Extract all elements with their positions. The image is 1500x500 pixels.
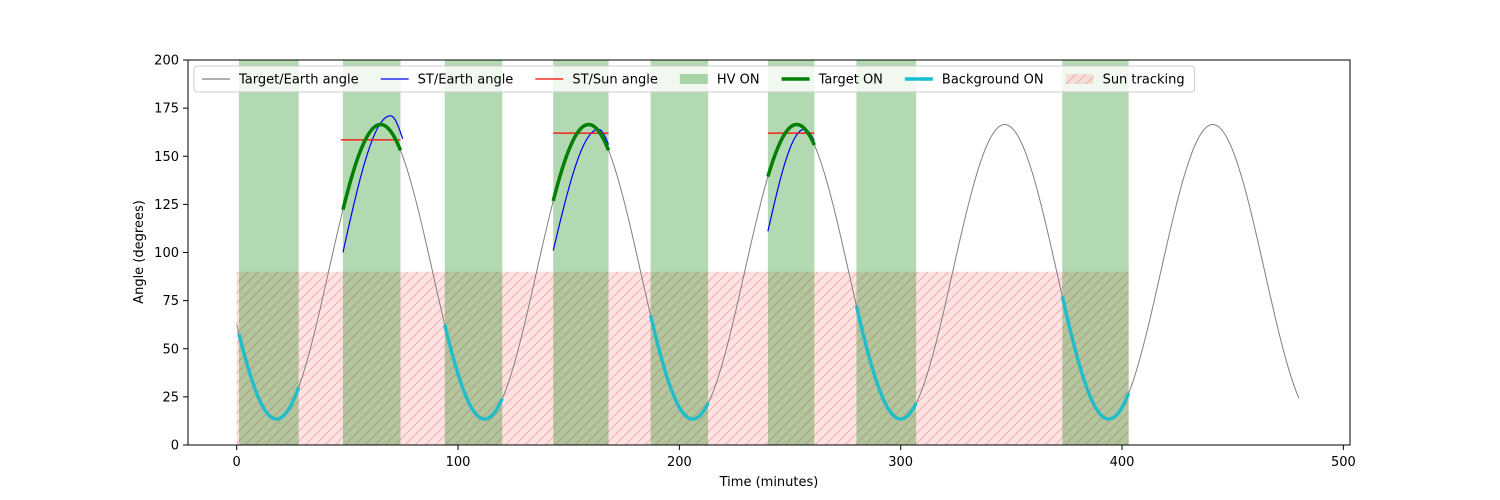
x-axis: 0 100 200 300 400 500 bbox=[233, 445, 1356, 470]
legend-item-sun_tracking: Sun tracking bbox=[1065, 73, 1185, 88]
y-tick-label-50: 50 bbox=[162, 342, 179, 357]
legend-box bbox=[193, 65, 1196, 93]
hv-on-span-2 bbox=[444, 60, 503, 445]
legend: Target/Earth angle ST/Earth angle ST/Sun a… bbox=[193, 65, 1196, 93]
y-tick-label-0: 0 bbox=[171, 439, 179, 454]
y-tick-label-175: 175 bbox=[154, 102, 179, 117]
x-tick-label-300: 300 bbox=[888, 455, 913, 470]
hv-on-span-3 bbox=[553, 60, 609, 445]
background-on-segment-2 bbox=[648, 314, 710, 421]
y-tick-label-150: 150 bbox=[154, 150, 179, 165]
legend-label-background_on: Background ON bbox=[942, 73, 1044, 88]
legend-label-st_earth: ST/Earth angle bbox=[418, 73, 514, 88]
legend-label-sun_tracking: Sun tracking bbox=[1103, 73, 1185, 88]
hv-on-span-5 bbox=[767, 60, 815, 445]
st-earth-angle-segment-0 bbox=[342, 115, 404, 253]
target-on-segment-2 bbox=[766, 122, 816, 178]
legend-label-hv_on: HV ON bbox=[717, 73, 760, 88]
x-tick-label-200: 200 bbox=[667, 455, 692, 470]
x-axis-label: Time (minutes) bbox=[719, 475, 819, 490]
legend-item-st_earth: ST/Earth angle bbox=[380, 73, 514, 88]
y-tick-label-100: 100 bbox=[154, 246, 179, 261]
y-axis-label: Angle (degrees) bbox=[132, 200, 147, 304]
background-on-segment-4 bbox=[1060, 295, 1131, 421]
hv-on-span-0 bbox=[238, 60, 299, 445]
legend-swatch-hatch-sun_tracking bbox=[1065, 74, 1094, 84]
hv-on-span-7 bbox=[1062, 60, 1129, 445]
legend-item-target_earth: Target/Earth angle bbox=[202, 73, 359, 88]
legend-label-st_sun: ST/Sun angle bbox=[572, 73, 658, 88]
legend-item-background_on: Background ON bbox=[904, 73, 1044, 88]
target-on-segment-1 bbox=[551, 122, 611, 202]
hv-on-span-6 bbox=[856, 60, 917, 445]
hv-on-span-4 bbox=[650, 60, 709, 445]
background-on-segment-3 bbox=[854, 305, 918, 421]
plot-area bbox=[236, 60, 1300, 445]
y-tick-label-200: 200 bbox=[154, 54, 179, 69]
legend-item-hv_on: HV ON bbox=[679, 73, 760, 88]
legend-label-target_earth: Target/Earth angle bbox=[238, 73, 359, 88]
legend-label-target_on: Target ON bbox=[818, 73, 883, 88]
target-on-segment-0 bbox=[341, 122, 403, 211]
legend-item-target_on: Target ON bbox=[781, 73, 883, 88]
x-tick-label-400: 400 bbox=[1110, 455, 1135, 470]
y-tick-label-125: 125 bbox=[154, 198, 179, 213]
sun-tracking-hatch-0 bbox=[236, 271, 1129, 445]
y-tick-label-25: 25 bbox=[162, 390, 179, 405]
background-on-segment-1 bbox=[443, 324, 504, 421]
legend-swatch-hv_on bbox=[679, 74, 708, 84]
legend-item-st_sun: ST/Sun angle bbox=[535, 73, 658, 88]
background-on-segment-0 bbox=[237, 333, 301, 421]
x-tick-label-500: 500 bbox=[1331, 455, 1356, 470]
y-tick-label-75: 75 bbox=[162, 294, 179, 309]
hv-on-span-1 bbox=[342, 60, 401, 445]
x-tick-label-0: 0 bbox=[233, 455, 241, 470]
y-axis: 0 25 50 75 100 125 150 175 200 bbox=[154, 54, 188, 454]
x-tick-label-100: 100 bbox=[446, 455, 471, 470]
